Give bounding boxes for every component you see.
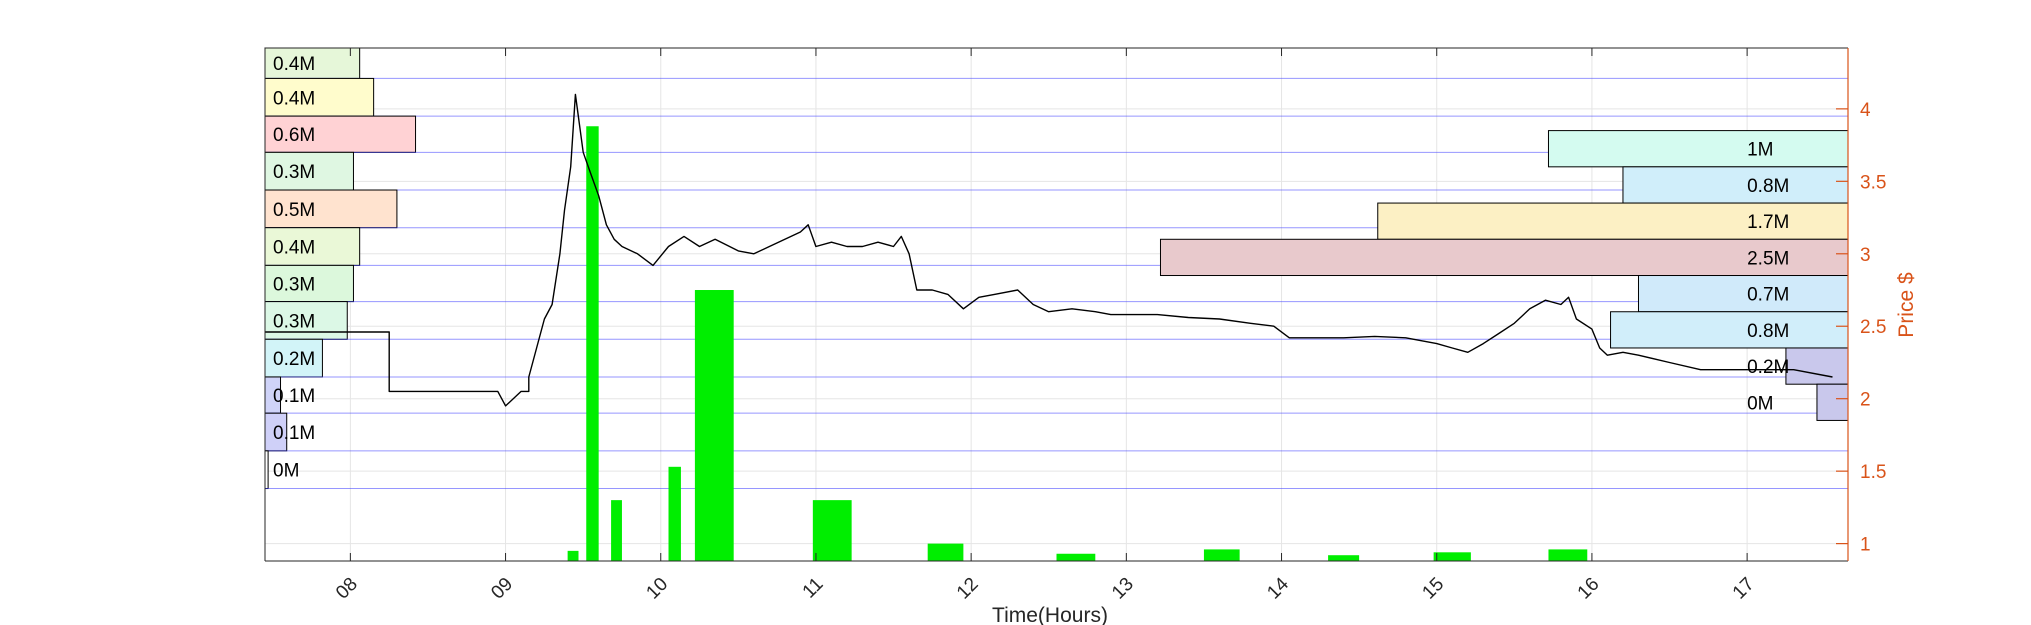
right-profile-label: 0.7M	[1747, 285, 1789, 306]
right-profile-label: 1.7M	[1747, 212, 1789, 233]
volume-bar	[694, 290, 734, 561]
right-profile-bar	[1637, 275, 1849, 313]
right-profile-bar	[1622, 166, 1849, 204]
left-profile-bar	[264, 301, 348, 340]
volume-bar	[611, 500, 622, 561]
x-axis-title: Time(Hours)	[992, 604, 1108, 625]
right-profile-bar	[1785, 347, 1849, 385]
left-profile-label: 0.3M	[273, 311, 315, 332]
volume-bar	[1548, 549, 1588, 561]
left-profile-label: 0.3M	[273, 162, 315, 183]
volume-bar	[1328, 555, 1360, 561]
plot-background	[265, 48, 1848, 561]
left-profile-label: 0.6M	[273, 125, 315, 146]
left-profile-label: 0.2M	[273, 349, 315, 370]
volume-bar	[1056, 553, 1096, 561]
volume-bar	[1203, 549, 1240, 561]
left-profile-label: 0.4M	[273, 54, 315, 75]
right-profile-label: 0.8M	[1747, 176, 1789, 197]
left-profile-bar	[264, 227, 361, 266]
left-profile-label: 0.3M	[273, 274, 315, 295]
right-profile-label: 2.5M	[1747, 248, 1789, 269]
y-tick-label: 3.5	[1860, 172, 1886, 193]
price-line	[265, 93, 1833, 407]
left-profile-label: 0.4M	[273, 88, 315, 109]
y-tick-label: 4	[1860, 100, 1871, 121]
volume-bar	[567, 550, 579, 561]
volume-bar	[668, 466, 681, 561]
right-profile-label: 0.8M	[1747, 321, 1789, 342]
left-profile-bar	[264, 77, 375, 117]
left-profile-label: 0.1M	[273, 423, 315, 444]
left-profile-label: 0.4M	[273, 238, 315, 259]
right-profile-bar	[1377, 202, 1849, 240]
left-profile-bar	[264, 189, 398, 229]
left-profile-bar	[264, 151, 354, 191]
y-tick-label: 2	[1860, 390, 1871, 411]
right-profile-bar	[1610, 311, 1849, 349]
right-profile-label: 1M	[1747, 140, 1773, 161]
left-profile-label: 0.1M	[273, 386, 315, 407]
volume-bar	[812, 500, 852, 561]
volume-bar	[1433, 552, 1471, 561]
y-tick-label: 3	[1860, 245, 1871, 266]
y-tick-label: 1	[1860, 535, 1871, 556]
right-profile-bar	[1159, 238, 1849, 277]
left-profile-label: 0.5M	[273, 200, 315, 221]
y-axis-title-right: Price $	[1895, 272, 1918, 338]
left-profile-label: 0M	[273, 461, 299, 482]
y-tick-label: 1.5	[1860, 462, 1886, 483]
volume-bar	[927, 543, 964, 561]
right-profile-label: 0M	[1747, 393, 1773, 414]
plot-area: 0.4M 0.4M 0.6M 0.3M 0.5M 0.4M 0.3M 0.3M 0.2M 0.1M…	[264, 47, 1886, 603]
left-profile-bar	[264, 115, 417, 153]
right-profile-label: 0.2M	[1747, 357, 1789, 378]
y-tick-label: 2.5	[1860, 317, 1886, 338]
volume-bar	[586, 126, 599, 561]
right-profile-bar	[1547, 130, 1849, 168]
right-profile-bar	[1816, 383, 1849, 421]
left-profile-bar	[264, 338, 323, 378]
